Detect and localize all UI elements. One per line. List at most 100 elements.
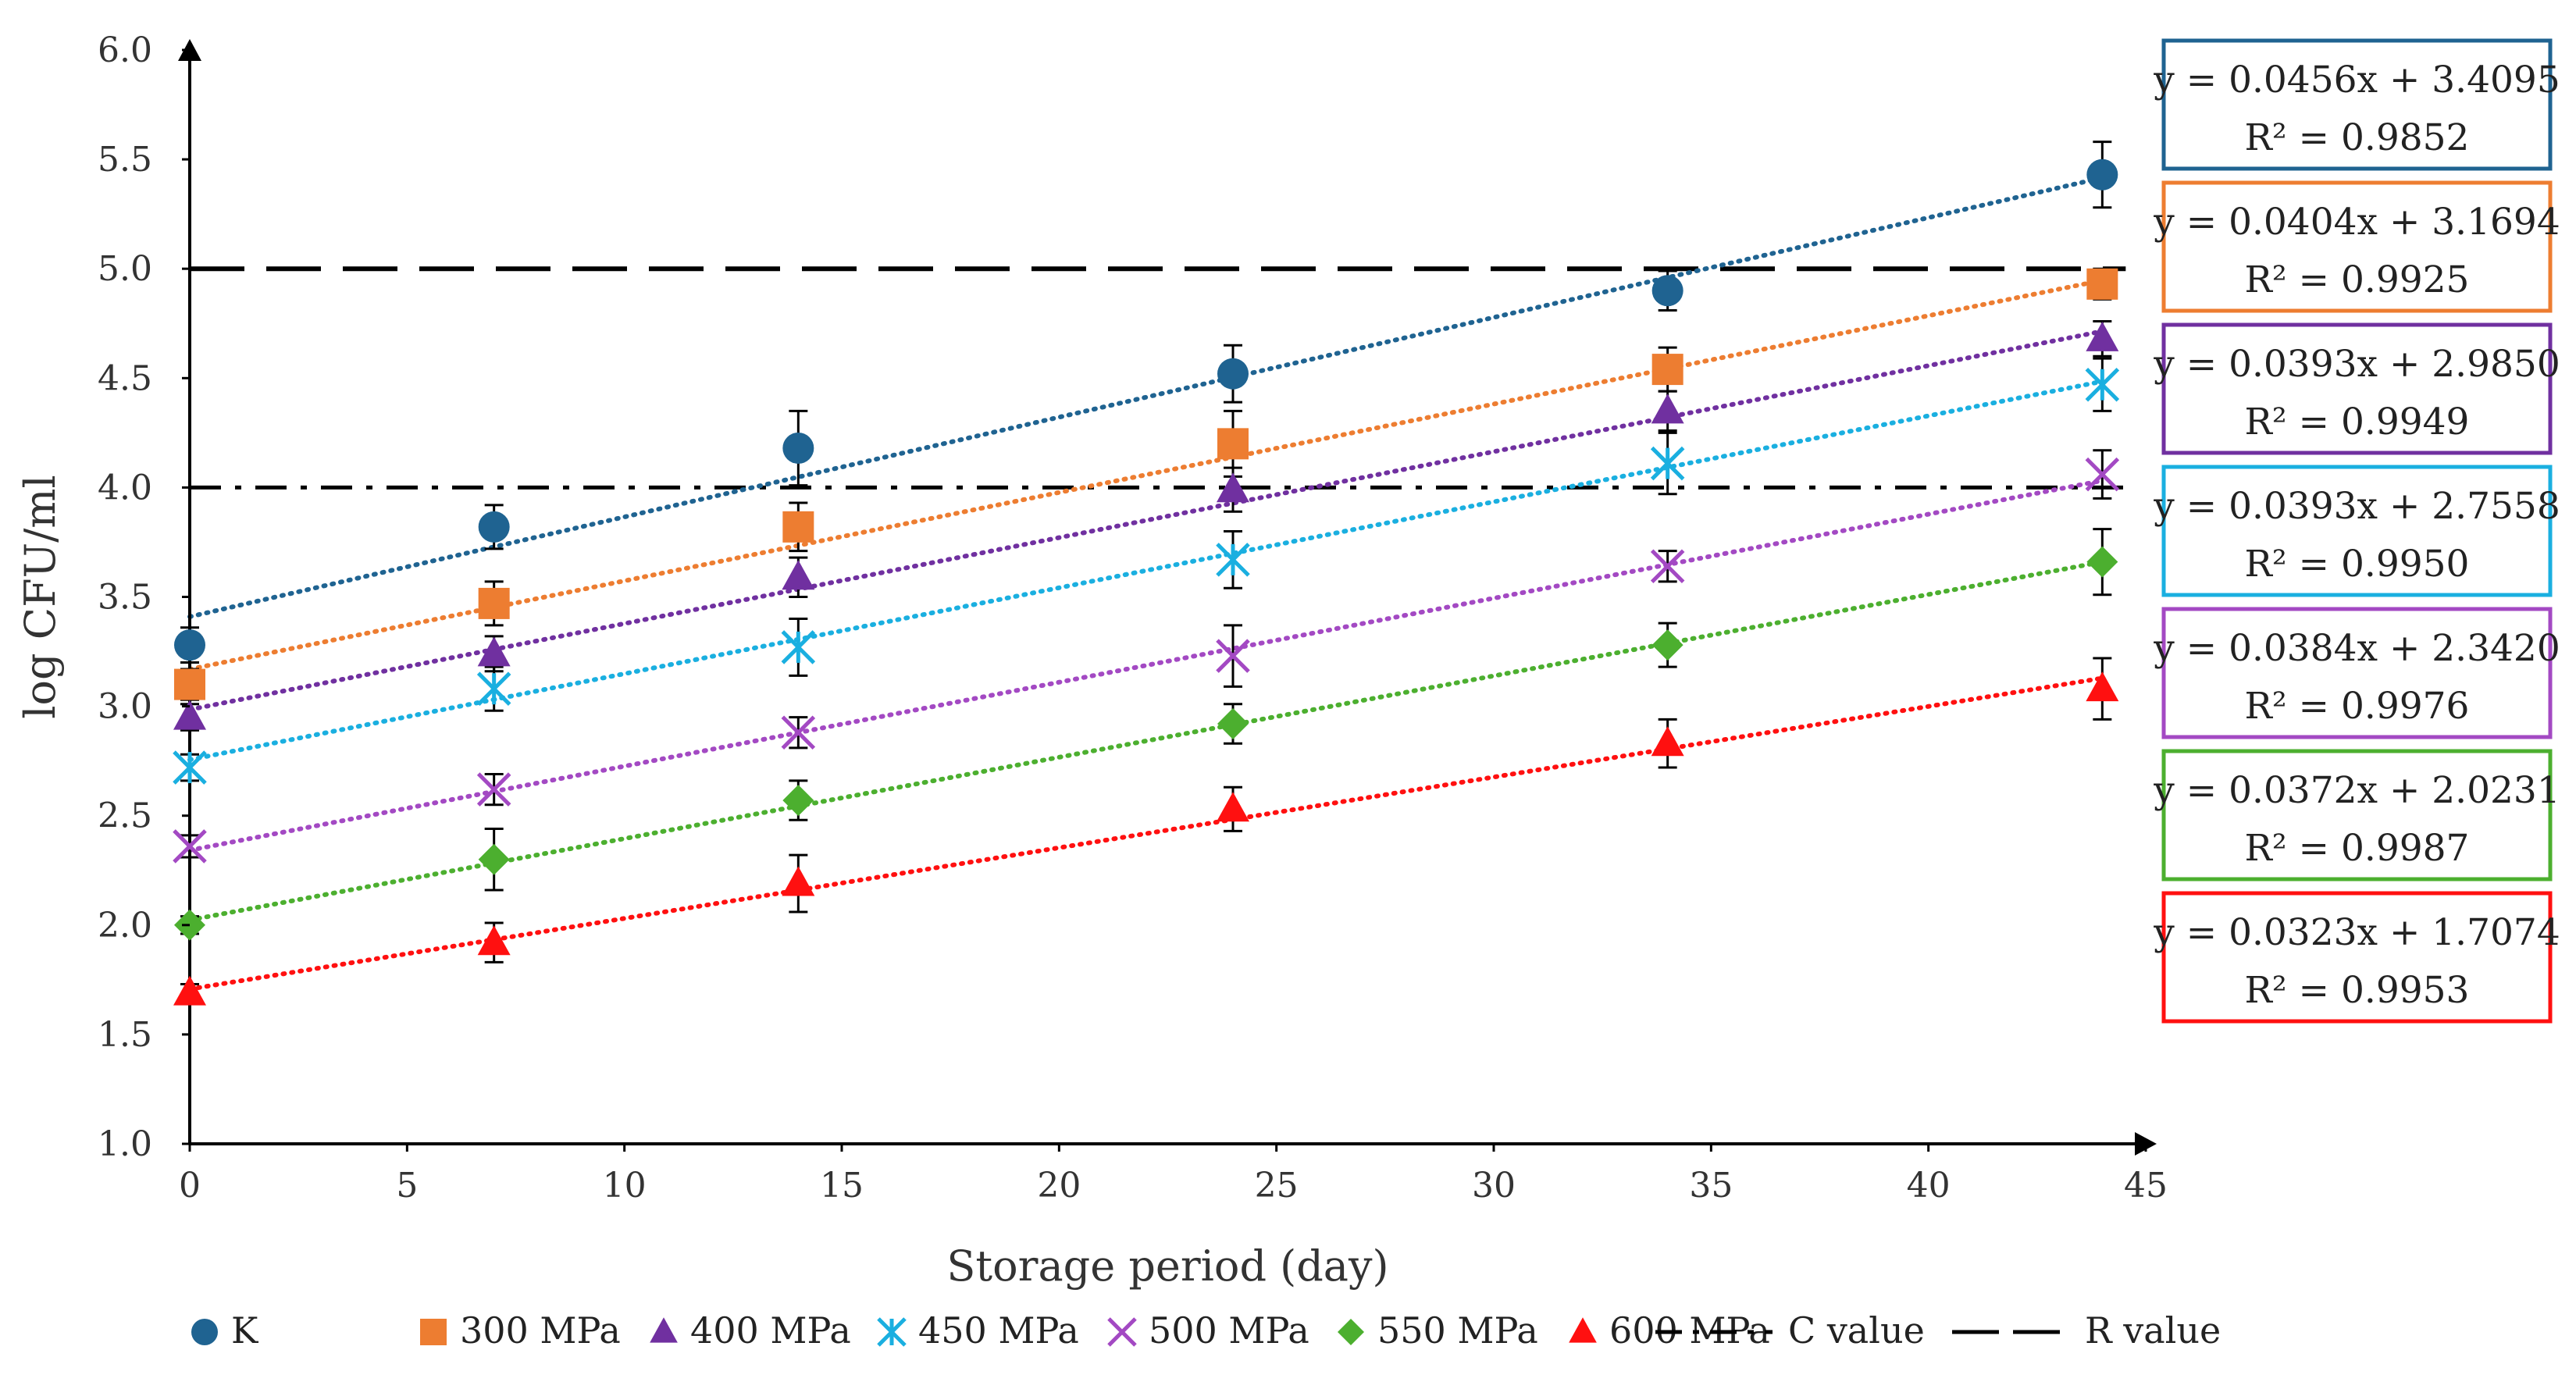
data-point-series-2 bbox=[174, 668, 205, 700]
legend-label: 500 MPa bbox=[1149, 1309, 1309, 1352]
data-point-series-5 bbox=[2085, 457, 2120, 492]
equation-box-5: y = 0.0384x + 2.3420 R² = 0.9976 bbox=[2153, 607, 2560, 739]
x-tick-label: 40 bbox=[1907, 1166, 1951, 1206]
data-point-series-4 bbox=[1216, 543, 1250, 577]
equation-box-1: y = 0.0456x + 3.4095 R² = 0.9852 bbox=[2153, 38, 2560, 171]
data-markers bbox=[173, 158, 2120, 1006]
equation-box-border bbox=[2161, 465, 2553, 597]
equation-text: y = 0.0393x + 2.7558 bbox=[2153, 485, 2560, 528]
legend-label: R value bbox=[2085, 1309, 2221, 1352]
legend-marker-6 bbox=[1338, 1319, 1364, 1345]
y-tick-label: 1.5 bbox=[98, 1015, 152, 1055]
x-tick-label: 45 bbox=[2124, 1166, 2168, 1206]
data-point-series-7 bbox=[782, 866, 815, 896]
legend-label: 550 MPa bbox=[1377, 1309, 1538, 1352]
r-squared-text: R² = 0.9925 bbox=[2245, 258, 2470, 301]
trendline-5 bbox=[187, 478, 2105, 853]
equation-box-4: y = 0.0393x + 2.7558 R² = 0.9950 bbox=[2153, 465, 2560, 597]
data-point-series-4 bbox=[2085, 367, 2120, 402]
y-tick-label: 4.0 bbox=[98, 468, 152, 508]
x-tick-label: 15 bbox=[820, 1166, 864, 1206]
data-point-series-7 bbox=[1217, 792, 1249, 822]
trendline-equations: y = 0.0456x + 3.4095 R² = 0.9852 y = 0.040… bbox=[2153, 38, 2560, 1024]
data-point-series-1 bbox=[1217, 358, 1249, 390]
tick-labels: 0 5 10 15 20 25 30 35 40 45 1.0 1.5 2.0 2.5 3.0 3.5 4.0 4… bbox=[98, 30, 2168, 1206]
data-point-series-3 bbox=[1651, 394, 1684, 424]
y-tick-label: 3.5 bbox=[98, 578, 152, 618]
data-point-series-4 bbox=[476, 671, 511, 706]
x-tick-label: 30 bbox=[1472, 1166, 1516, 1206]
r-squared-text: R² = 0.9852 bbox=[2245, 116, 2470, 159]
equation-text: y = 0.0393x + 2.9850 bbox=[2153, 343, 2560, 386]
data-point-series-5 bbox=[173, 829, 207, 864]
data-point-series-6 bbox=[1217, 708, 1249, 740]
y-tick-label: 3.0 bbox=[98, 687, 152, 727]
legend-marker-5 bbox=[1107, 1317, 1137, 1347]
data-point-series-6 bbox=[1651, 629, 1683, 661]
r-squared-text: R² = 0.9950 bbox=[2245, 543, 2470, 586]
data-point-series-3 bbox=[782, 560, 815, 590]
data-point-series-6 bbox=[478, 843, 510, 875]
data-point-series-3 bbox=[173, 700, 206, 730]
axes bbox=[178, 39, 2157, 1156]
equation-box-6: y = 0.0372x + 2.0231 R² = 0.9987 bbox=[2153, 749, 2560, 881]
data-point-series-7 bbox=[173, 975, 206, 1006]
equation-text: y = 0.0404x + 3.1694 bbox=[2153, 201, 2560, 244]
data-point-series-6 bbox=[782, 785, 814, 817]
equation-box-2: y = 0.0404x + 3.1694 R² = 0.9925 bbox=[2153, 180, 2560, 313]
trendline-6 bbox=[187, 559, 2105, 923]
data-point-series-2 bbox=[478, 587, 510, 619]
legend-label: K bbox=[231, 1309, 259, 1352]
equation-text: y = 0.0456x + 3.4095 bbox=[2153, 59, 2560, 102]
r-squared-text: R² = 0.9976 bbox=[2245, 685, 2470, 728]
x-tick-label: 0 bbox=[179, 1166, 201, 1206]
data-point-series-5 bbox=[476, 772, 511, 807]
legend-marker-4 bbox=[877, 1317, 907, 1347]
data-point-series-6 bbox=[2086, 546, 2118, 578]
equation-text: y = 0.0372x + 2.0231 bbox=[2153, 769, 2560, 812]
data-point-series-2 bbox=[1651, 354, 1683, 386]
legend-marker-2 bbox=[420, 1319, 447, 1345]
legend-label: 300 MPa bbox=[460, 1309, 621, 1352]
x-tick-label: 5 bbox=[396, 1166, 418, 1206]
y-tick-label: 2.0 bbox=[98, 906, 152, 946]
equation-text: y = 0.0323x + 1.7074 bbox=[2153, 911, 2560, 954]
equation-box-border bbox=[2161, 322, 2553, 455]
legend-label: 450 MPa bbox=[918, 1309, 1079, 1352]
data-point-series-4 bbox=[1650, 446, 1685, 481]
data-point-series-7 bbox=[2086, 671, 2119, 702]
x-tick-label: 20 bbox=[1037, 1166, 1081, 1206]
data-point-series-5 bbox=[781, 715, 816, 750]
x-axis-title: Storage period (day) bbox=[946, 1241, 1388, 1291]
x-tick-label: 10 bbox=[603, 1166, 647, 1206]
trendline-3 bbox=[187, 329, 2105, 712]
data-point-series-4 bbox=[781, 630, 816, 664]
y-tick-label: 4.5 bbox=[98, 358, 152, 398]
trendline-4 bbox=[187, 379, 2105, 763]
legend-label: 600 MPa bbox=[1609, 1309, 1770, 1352]
data-point-series-3 bbox=[477, 636, 511, 667]
y-axis-title: log CFU/ml bbox=[16, 475, 65, 718]
legend-marker-1 bbox=[191, 1319, 218, 1345]
data-point-series-1 bbox=[174, 629, 205, 661]
data-point-series-7 bbox=[1651, 726, 1684, 757]
equation-box-border bbox=[2161, 38, 2553, 171]
y-tick-label: 5.0 bbox=[98, 249, 152, 289]
y-tick-label: 5.5 bbox=[98, 140, 152, 180]
data-point-series-5 bbox=[1216, 639, 1250, 673]
x-tick-label: 35 bbox=[1689, 1166, 1733, 1206]
trendline-7 bbox=[187, 675, 2105, 992]
trend-lines bbox=[187, 175, 2105, 992]
y-tick-label: 6.0 bbox=[98, 30, 152, 70]
legend-marker-3 bbox=[650, 1317, 678, 1343]
trendline-2 bbox=[187, 278, 2105, 672]
data-point-series-1 bbox=[478, 511, 510, 543]
data-point-series-3 bbox=[2086, 321, 2119, 351]
equation-box-border bbox=[2161, 891, 2553, 1024]
y-tick-label: 1.0 bbox=[98, 1124, 152, 1164]
equation-box-7: y = 0.0323x + 1.7074 R² = 0.9953 bbox=[2153, 891, 2560, 1024]
equation-box-border bbox=[2161, 180, 2553, 313]
legend-marker-7 bbox=[1569, 1317, 1597, 1343]
r-squared-text: R² = 0.9953 bbox=[2245, 969, 2470, 1012]
